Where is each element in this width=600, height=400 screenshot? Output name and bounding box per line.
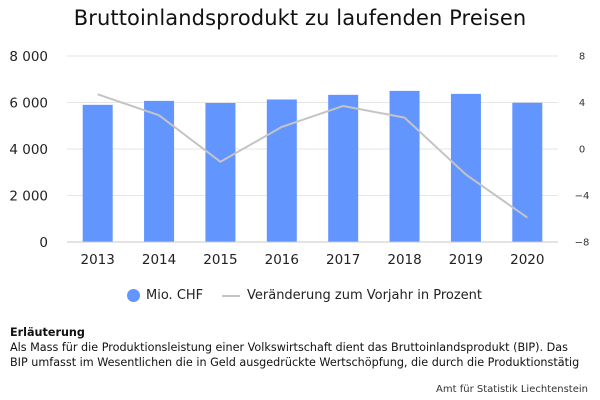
- source-credit: Amt für Statistik Liechtenstein: [436, 384, 588, 395]
- explanation-line-2: BIP umfasst im Wesentlichen die in Geld …: [10, 356, 580, 369]
- x-axis-tick-label: 2020: [510, 252, 544, 268]
- legend-line-marker: [222, 294, 240, 297]
- line-series: [97, 93, 528, 219]
- bar-2019[interactable]: [450, 93, 481, 243]
- right-axis-tick-label: 4: [579, 98, 585, 109]
- x-axis-tick-label: 2019: [449, 252, 483, 268]
- x-axis-tick-label: 2013: [81, 252, 115, 268]
- legend-item-line[interactable]: Veränderung zum Vorjahr in Prozent: [222, 288, 482, 303]
- left-axis-tick-label: 0: [39, 235, 48, 251]
- left-axis-tick-label: 8 000: [9, 49, 48, 65]
- explanation-heading: Erläuterung: [10, 326, 85, 339]
- right-axis-tick-label: −8: [575, 238, 590, 249]
- bar-2014[interactable]: [144, 100, 175, 242]
- legend-bar-label: Mio. CHF: [146, 288, 204, 303]
- right-axis-tick-label: 8: [579, 52, 585, 63]
- bar-series: [82, 90, 543, 243]
- chart-title: Bruttoinlandsprodukt zu laufenden Preise…: [73, 6, 527, 30]
- x-axis-tick-label: 2016: [265, 252, 299, 268]
- grid-lines: [67, 55, 558, 196]
- explanation-block: Erläuterung Als Mass für die Produktions…: [10, 325, 600, 370]
- left-axis-tick-label: 4 000: [9, 142, 48, 158]
- bar-2016[interactable]: [266, 99, 297, 242]
- x-axis-tick-label: 2014: [142, 252, 176, 268]
- legend-line-label: Veränderung zum Vorjahr in Prozent: [247, 288, 482, 303]
- chart-area: 0 2 000 4 000 6 000 8 000 −8 −4 0 4 8 2013 2014 2015…: [9, 49, 589, 268]
- x-axis-tick-label: 2018: [387, 252, 421, 268]
- left-axis-tick-label: 6 000: [9, 96, 48, 112]
- bar-2015[interactable]: [205, 102, 236, 242]
- bar-2017[interactable]: [328, 94, 359, 242]
- explanation-line-1: Als Mass für die Produktionsleistung ein…: [10, 341, 568, 354]
- x-axis-tick-label: 2017: [326, 252, 360, 268]
- legend-item-bars[interactable]: Mio. CHF: [127, 288, 203, 303]
- left-axis-tick-label: 2 000: [9, 189, 48, 205]
- x-axis-tick-label: 2015: [203, 252, 237, 268]
- line-percent-change[interactable]: [97, 93, 528, 219]
- legend-bar-marker: [127, 289, 140, 302]
- bar-2013[interactable]: [82, 104, 113, 242]
- bar-2020[interactable]: [512, 102, 543, 242]
- bar-2018[interactable]: [389, 90, 420, 242]
- right-axis-tick-label: 0: [579, 145, 585, 156]
- axes: 0 2 000 4 000 6 000 8 000 −8 −4 0 4 8 2013 2014 2015…: [9, 49, 589, 268]
- legend: Mio. CHF Veränderung zum Vorjahr in Proz…: [0, 288, 600, 308]
- right-axis-tick-label: −4: [575, 191, 590, 202]
